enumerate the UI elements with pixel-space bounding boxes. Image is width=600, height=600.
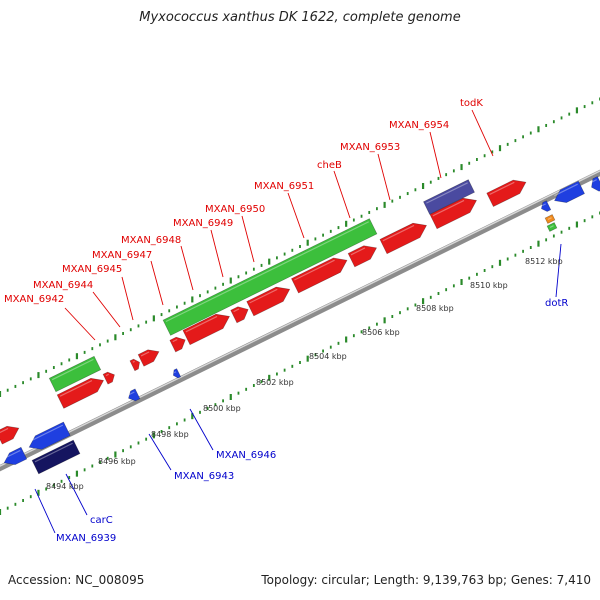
- gene-label[interactable]: MXAN_6951: [254, 181, 314, 192]
- scale-label: 8498 kbp: [151, 430, 189, 439]
- gene-label[interactable]: MXAN_6942: [4, 294, 64, 305]
- leader-line: [92, 291, 121, 328]
- gene-block: [544, 214, 556, 224]
- scale-label: 8508 kbp: [416, 304, 454, 313]
- gene-block: [129, 358, 140, 372]
- leader-line: [64, 307, 96, 341]
- gene-label[interactable]: MXAN_6948: [121, 235, 181, 246]
- gene-label[interactable]: MXAN_6945: [62, 264, 122, 275]
- gene-label[interactable]: todK: [460, 98, 483, 109]
- gene-label[interactable]: MXAN_6946: [216, 450, 276, 461]
- gene-block: [137, 349, 160, 367]
- leader-line: [377, 153, 391, 201]
- backbone-line: [0, 169, 600, 472]
- gene-block: [554, 180, 585, 203]
- gene-label[interactable]: MXAN_6954: [389, 120, 449, 131]
- gene-block: [291, 257, 348, 294]
- gene-block: [28, 421, 71, 450]
- leader-line: [555, 243, 562, 298]
- accession-text: Accession: NC_008095: [8, 573, 145, 587]
- scale-label: 8502 kbp: [256, 378, 294, 387]
- gene-label[interactable]: MXAN_6950: [205, 204, 265, 215]
- gene-block: [182, 313, 230, 346]
- gene-label[interactable]: MXAN_6943: [174, 471, 234, 482]
- leader-line: [241, 215, 255, 263]
- gene-block: [172, 368, 182, 379]
- gene-block: [230, 306, 249, 324]
- leader-line: [189, 408, 214, 451]
- label-leader-lines: [34, 109, 562, 534]
- gene-block: [128, 388, 141, 402]
- gene-label[interactable]: MXAN_6953: [340, 142, 400, 153]
- rna-block: [48, 355, 102, 393]
- gene-block: [102, 371, 115, 385]
- topology-text: Topology: circular; Length: 9,139,763 bp…: [261, 573, 591, 587]
- gene-block: [3, 446, 28, 465]
- gene-label[interactable]: dotR: [545, 298, 568, 309]
- gene-block: [246, 286, 291, 317]
- leader-line: [150, 260, 164, 306]
- scale-label: 8494 kbp: [46, 482, 84, 491]
- gene-block: [31, 439, 81, 475]
- genome-backbone: [0, 169, 600, 472]
- backbone-highlight: [0, 170, 600, 467]
- leader-line: [65, 473, 88, 516]
- gene-label[interactable]: MXAN_6939: [56, 533, 116, 544]
- leader-line: [471, 109, 494, 157]
- gene-block: [486, 179, 527, 207]
- gene-block: [423, 179, 475, 215]
- rna-block: [162, 218, 378, 336]
- gene-block: [347, 245, 378, 268]
- leader-line: [210, 229, 224, 278]
- scale-label: 8506 kbp: [362, 328, 400, 337]
- gene-block: [379, 222, 427, 255]
- gene-block: [541, 200, 552, 212]
- scale-label: 8510 kbp: [470, 281, 508, 290]
- leader-line: [121, 276, 134, 321]
- gene-block: [0, 425, 20, 445]
- scale-label: 8504 kbp: [309, 352, 347, 361]
- leader-line: [180, 245, 194, 291]
- scale-label: 8496 kbp: [98, 457, 136, 466]
- gene-block: [56, 377, 104, 409]
- tick-rings: [0, 97, 600, 515]
- map-title: Myxococcus xanthus DK 1622, complete gen…: [139, 10, 461, 25]
- scale-labels: 8494 kbp 8496 kbp 8498 kbp 8500 kbp 8502 kbp…: [46, 257, 563, 491]
- gene-block: [591, 176, 600, 192]
- leader-line: [333, 170, 351, 219]
- gene-block: [169, 336, 186, 353]
- scale-label: 8512 kbp: [525, 257, 563, 266]
- scale-label: 8500 kbp: [203, 404, 241, 413]
- gene-block: [429, 197, 477, 230]
- leader-line: [34, 488, 56, 534]
- gene-labels: MXAN_6942 MXAN_6944 MXAN_6945 MXAN_6947 MXAN…: [4, 98, 568, 544]
- gene-label[interactable]: MXAN_6949: [173, 218, 233, 229]
- gene-label[interactable]: cheB: [317, 160, 342, 171]
- leader-line: [429, 131, 442, 179]
- gene-features: [0, 176, 600, 475]
- gene-label[interactable]: MXAN_6947: [92, 250, 152, 261]
- leader-line: [287, 192, 305, 239]
- gene-label[interactable]: carC: [90, 515, 113, 526]
- leader-line: [148, 433, 172, 471]
- gene-label[interactable]: MXAN_6944: [33, 280, 93, 291]
- rna-block: [546, 222, 558, 232]
